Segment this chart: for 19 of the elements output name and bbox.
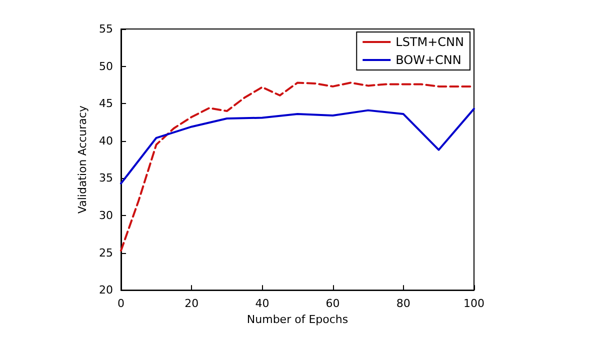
y-tick-label: 50	[99, 60, 113, 73]
y-tick-label: 25	[99, 246, 113, 260]
x-tick-label: 20	[184, 297, 199, 310]
y-tick-label: 55	[99, 22, 113, 36]
line-series	[120, 108, 475, 184]
y-tick-label: 30	[99, 209, 113, 222]
x-tick-label: 60	[326, 297, 340, 310]
y-axis-title: Validation Accuracy	[76, 105, 90, 214]
legend-label: LSTM+CNN	[396, 35, 464, 49]
x-tick-label: 100	[464, 297, 484, 310]
y-tick-label: 45	[99, 97, 113, 110]
y-tick-label: 40	[99, 134, 113, 148]
legend-label: BOW+CNN	[396, 53, 462, 67]
x-tick-label: 80	[396, 297, 410, 310]
y-tick-label: 35	[99, 172, 113, 185]
x-tick-label: 40	[255, 297, 270, 310]
x-tick-label: 0	[118, 297, 124, 310]
y-tick-label: 20	[99, 284, 113, 297]
x-axis-title: Number of Epochs	[246, 313, 348, 326]
